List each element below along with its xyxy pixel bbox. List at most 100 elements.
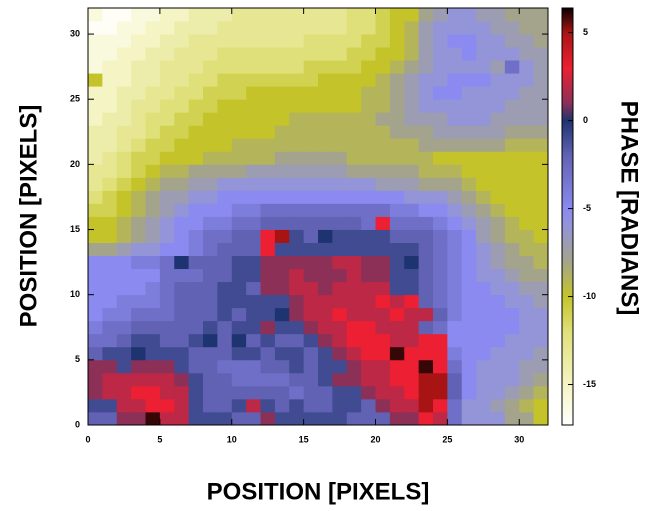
heatmap-cell bbox=[231, 242, 247, 256]
heatmap-cell bbox=[519, 320, 535, 335]
heatmap-cell bbox=[447, 307, 463, 322]
heatmap-cell bbox=[418, 86, 434, 100]
heatmap-cell bbox=[188, 255, 204, 270]
heatmap-cell bbox=[346, 125, 362, 139]
heatmap-cell bbox=[246, 73, 261, 87]
heatmap-cell bbox=[346, 151, 362, 165]
heatmap-cell bbox=[116, 281, 132, 296]
heatmap-cell bbox=[533, 359, 549, 374]
heatmap-cell bbox=[260, 125, 276, 139]
heatmap-cell bbox=[519, 112, 535, 126]
heatmap-cell bbox=[303, 372, 319, 387]
heatmap-cell bbox=[476, 229, 491, 243]
heatmap-cell bbox=[332, 346, 348, 361]
heatmap-cell bbox=[116, 60, 132, 74]
heatmap-cell bbox=[418, 138, 434, 152]
heatmap-cell bbox=[159, 398, 175, 413]
heatmap-cell bbox=[346, 203, 362, 217]
heatmap-cell bbox=[102, 216, 118, 230]
heatmap-cell bbox=[131, 229, 146, 243]
heatmap-cell bbox=[159, 255, 175, 270]
heatmap-cell bbox=[174, 151, 190, 165]
heatmap-cell bbox=[289, 138, 305, 152]
heatmap-cell bbox=[361, 34, 376, 48]
heatmap-cell bbox=[346, 385, 362, 400]
heatmap-cell bbox=[145, 411, 161, 426]
heatmap-cell bbox=[159, 125, 175, 139]
heatmap-cell bbox=[389, 138, 405, 152]
heatmap-cell bbox=[145, 47, 161, 61]
heatmap-cell bbox=[433, 34, 448, 48]
heatmap-cell bbox=[246, 125, 261, 139]
heatmap-cell bbox=[447, 398, 463, 413]
heatmap-cell bbox=[461, 73, 477, 87]
heatmap-cell bbox=[274, 151, 290, 165]
heatmap-cell bbox=[504, 73, 520, 87]
heatmap-cell bbox=[332, 372, 348, 387]
heatmap-cell bbox=[131, 138, 146, 152]
heatmap-cell bbox=[476, 99, 491, 113]
heatmap-cell bbox=[533, 86, 549, 100]
heatmap-cell bbox=[519, 8, 535, 22]
heatmap-cell bbox=[116, 320, 132, 335]
heatmap-cell bbox=[332, 398, 348, 413]
heatmap-cell bbox=[303, 203, 319, 217]
heatmap-cell bbox=[389, 229, 405, 243]
heatmap-cell bbox=[346, 86, 362, 100]
x-tick-label: 5 bbox=[157, 434, 162, 444]
heatmap-cell bbox=[246, 229, 261, 243]
heatmap-cell bbox=[332, 268, 348, 283]
heatmap-cell bbox=[102, 86, 118, 100]
heatmap-cell bbox=[404, 138, 420, 152]
heatmap-cell bbox=[217, 307, 233, 322]
heatmap-cell bbox=[346, 216, 362, 230]
heatmap-cell bbox=[418, 333, 434, 348]
heatmap-cell bbox=[246, 99, 261, 113]
heatmap-cell bbox=[461, 320, 477, 335]
heatmap-cell bbox=[504, 177, 520, 191]
heatmap-cell bbox=[217, 320, 233, 335]
heatmap-cell bbox=[203, 99, 218, 113]
heatmap-cell bbox=[131, 294, 146, 309]
heatmap-cell bbox=[203, 255, 218, 270]
heatmap-cell bbox=[188, 229, 204, 243]
heatmap-cell bbox=[131, 125, 146, 139]
heatmap-cell bbox=[231, 177, 247, 191]
heatmap-cell bbox=[389, 307, 405, 322]
heatmap-cell bbox=[289, 86, 305, 100]
heatmap-cell bbox=[389, 346, 405, 361]
x-tick-label: 10 bbox=[227, 434, 237, 444]
heatmap-cell bbox=[361, 333, 376, 348]
heatmap-cell bbox=[519, 190, 535, 204]
heatmap-cell bbox=[490, 372, 506, 387]
heatmap-cell bbox=[231, 86, 247, 100]
heatmap-cell bbox=[461, 112, 477, 126]
heatmap-cell bbox=[533, 190, 549, 204]
heatmap-cell bbox=[174, 398, 190, 413]
heatmap-cell bbox=[203, 411, 218, 426]
heatmap-cell bbox=[447, 346, 463, 361]
heatmap-cell bbox=[389, 99, 405, 113]
heatmap-cell bbox=[174, 281, 190, 296]
heatmap-cell bbox=[418, 255, 434, 270]
heatmap-cell bbox=[174, 203, 190, 217]
heatmap-cell bbox=[174, 320, 190, 335]
heatmap-cell bbox=[504, 385, 520, 400]
heatmap-cell bbox=[433, 99, 448, 113]
heatmap-cell bbox=[504, 411, 520, 426]
heatmap-cell bbox=[332, 255, 348, 270]
heatmap-cell bbox=[404, 320, 420, 335]
heatmap-cell bbox=[519, 307, 535, 322]
heatmap-cell bbox=[274, 99, 290, 113]
heatmap-cell bbox=[533, 151, 549, 165]
heatmap-cell bbox=[188, 164, 204, 178]
heatmap-cell bbox=[418, 190, 434, 204]
heatmap-cell bbox=[289, 229, 305, 243]
heatmap-cell bbox=[361, 216, 376, 230]
heatmap-cell bbox=[476, 216, 491, 230]
heatmap-cell bbox=[131, 151, 146, 165]
heatmap-cell bbox=[476, 203, 491, 217]
heatmap-cell bbox=[519, 99, 535, 113]
heatmap-cell bbox=[375, 216, 391, 230]
heatmap-cell bbox=[203, 190, 218, 204]
